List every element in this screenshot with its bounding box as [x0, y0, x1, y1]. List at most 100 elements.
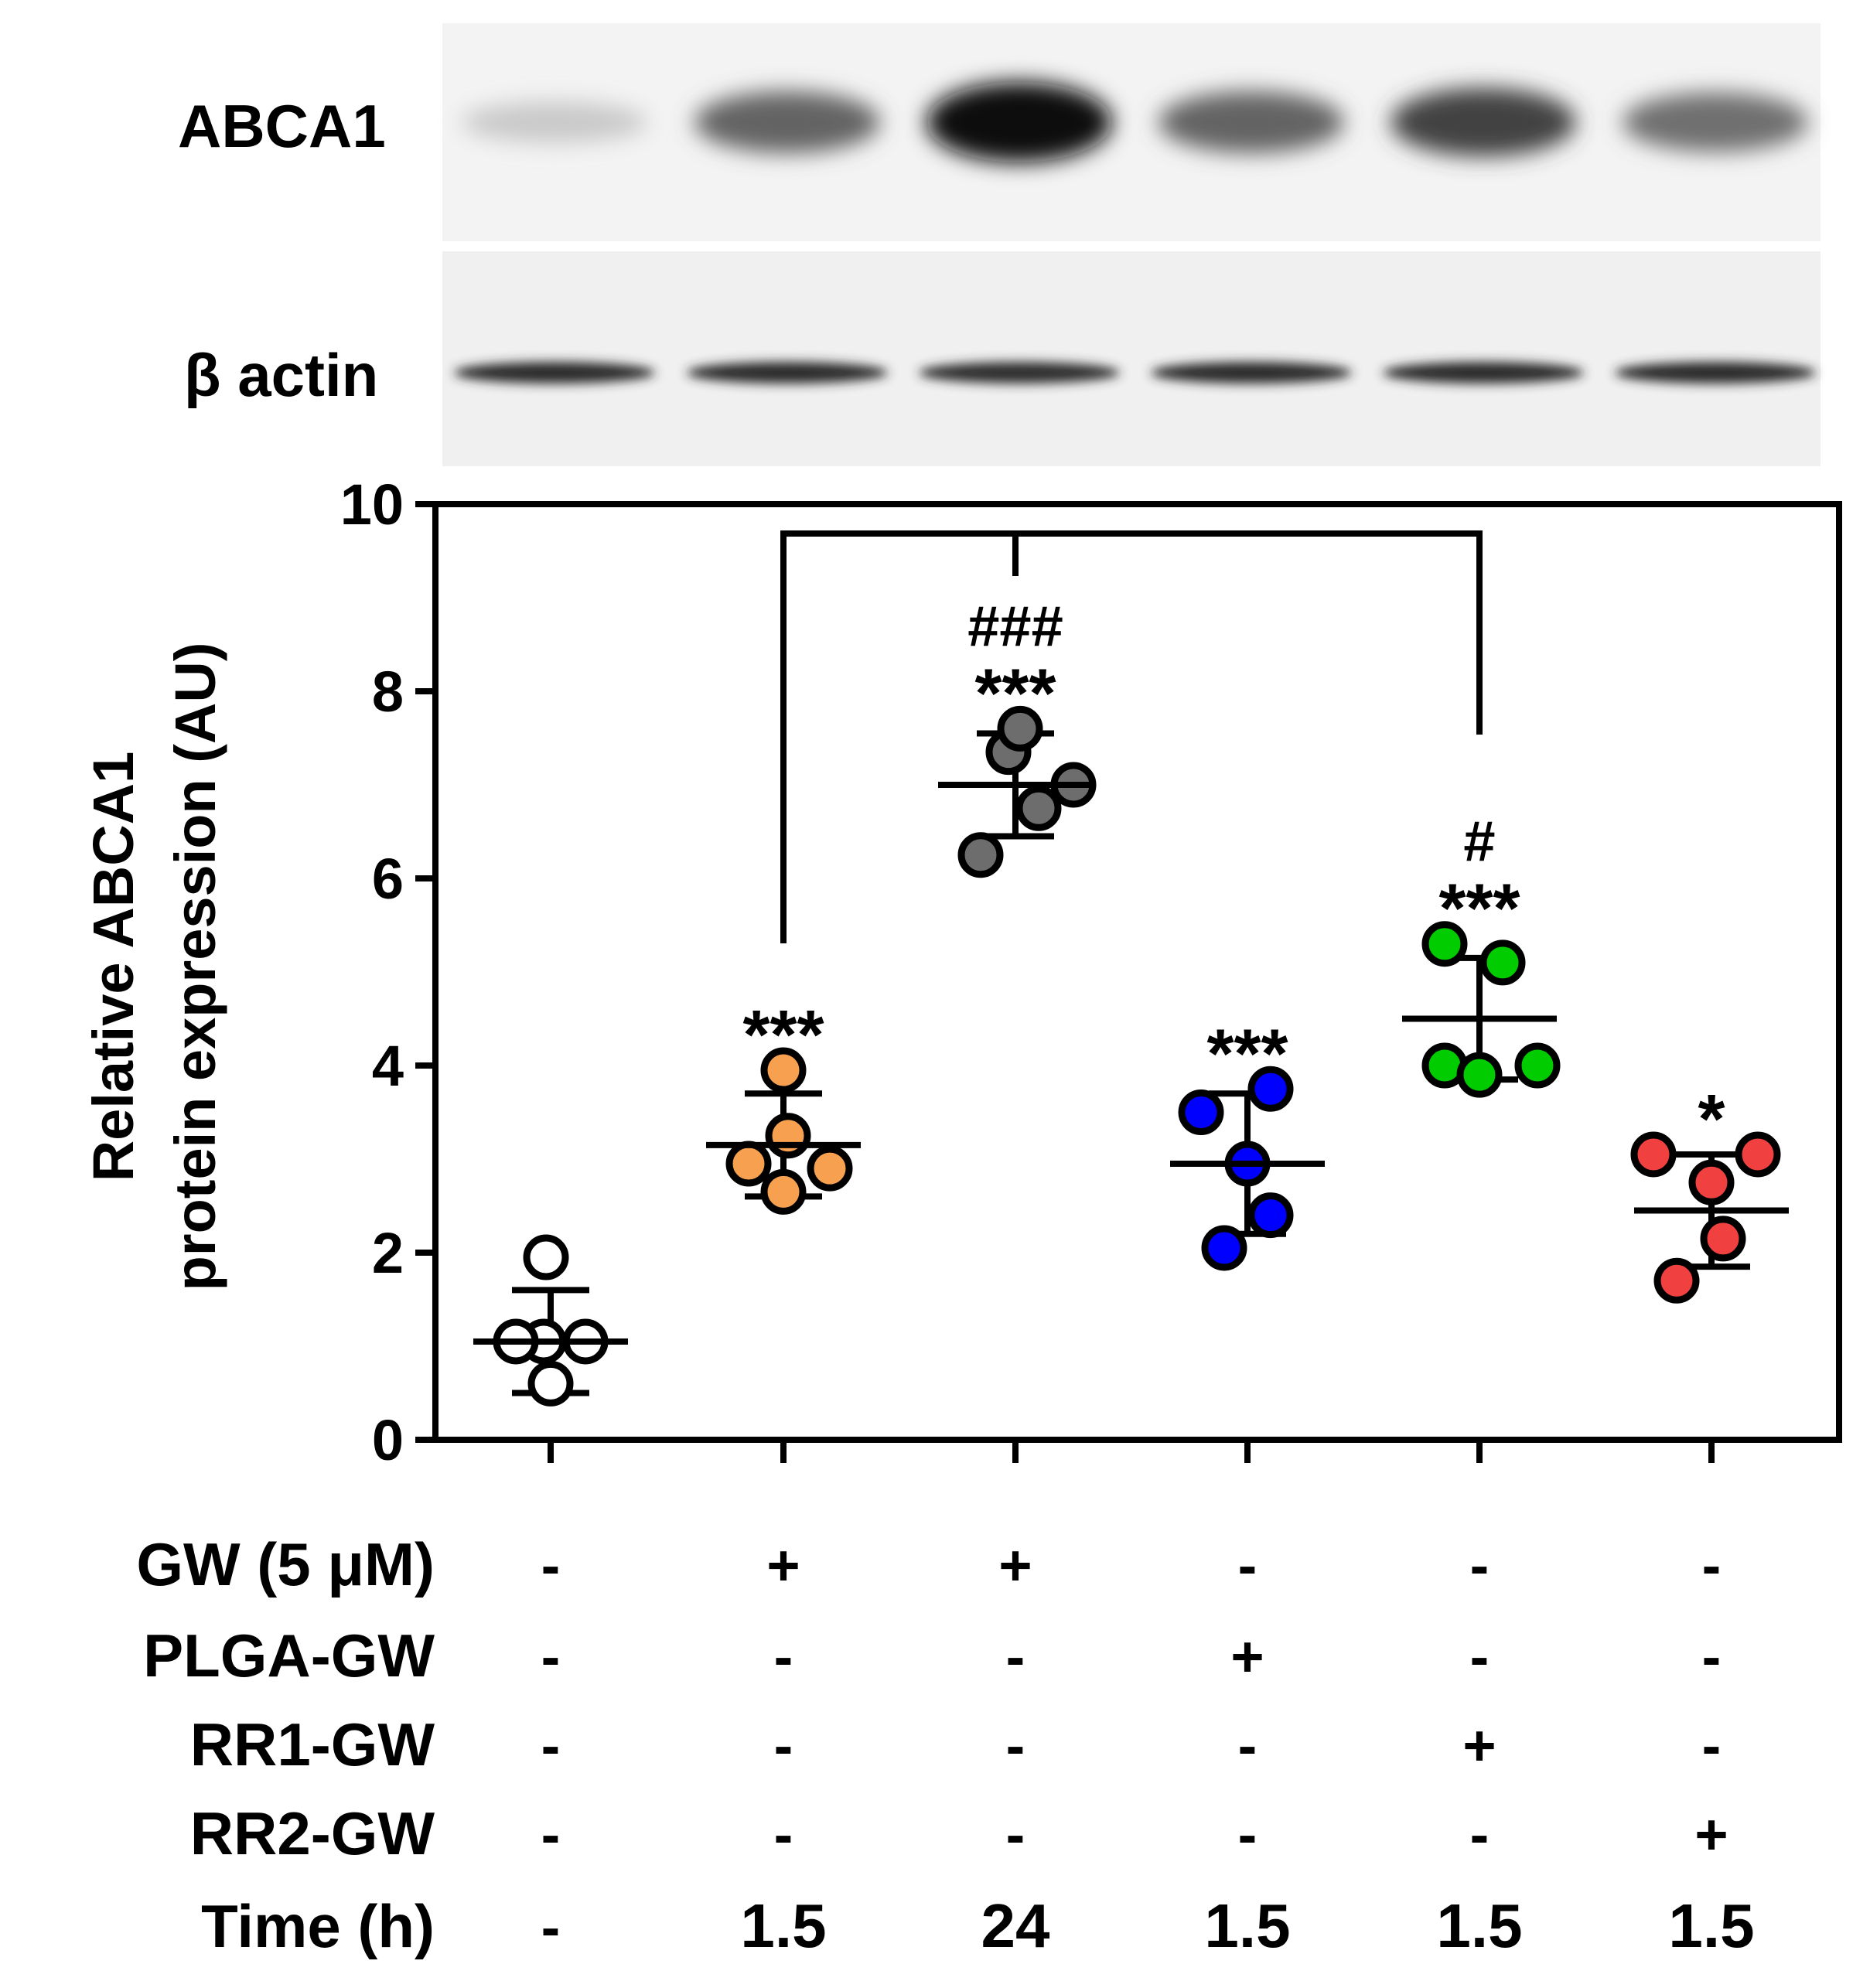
data-point: [1178, 1089, 1224, 1135]
treatment-cell: -: [541, 1533, 561, 1598]
abca1-band: [462, 101, 647, 143]
significance-bracket: [780, 530, 1483, 943]
treatment-cell: -: [541, 1625, 561, 1689]
data-point: [1688, 1159, 1735, 1205]
y-axis-label-line1: Relative ABCA1: [81, 752, 145, 1182]
significance-hash: ###: [967, 594, 1063, 658]
treatment-cell: 24: [981, 1891, 1050, 1960]
treatment-cell: -: [1238, 1533, 1257, 1598]
data-point: [1421, 921, 1468, 967]
treatment-cell: 1.5: [1436, 1891, 1522, 1960]
data-point: [1630, 1131, 1677, 1178]
data-point: [1514, 1042, 1561, 1089]
treatment-cell: -: [1470, 1625, 1490, 1689]
beta-actin-label: β actin: [184, 341, 379, 409]
y-axis-label-line2: protein expression (AU): [163, 643, 227, 1291]
treatment-cell: -: [541, 1713, 561, 1778]
y-tick-label: 2: [372, 1221, 404, 1285]
treatment-cell: -: [1006, 1802, 1025, 1867]
data-point: [760, 1047, 807, 1093]
treatment-table: GW (5 μM) - + + - - - PLGA-GW - - - + - - RR1-GW - - - - + -…: [136, 1530, 1754, 1960]
treatment-cell: -: [1470, 1533, 1490, 1598]
data-point: [1653, 1257, 1700, 1304]
y-axis-ticks: 0 2 4 6 8 10: [340, 472, 435, 1472]
abca1-band: [1391, 87, 1576, 157]
abca1-band: [1159, 91, 1344, 153]
treatment-cell: -: [774, 1625, 793, 1689]
treatment-cell: +: [1230, 1625, 1264, 1689]
data-point: [957, 832, 1004, 878]
abca1-blot-panel: [442, 23, 1821, 241]
treatment-row-label: RR1-GW: [190, 1710, 435, 1778]
significance-stars: ***: [742, 997, 824, 1074]
treatment-cell: -: [1006, 1625, 1025, 1689]
treatment-row-label: Time (h): [201, 1892, 435, 1960]
treatment-cell: +: [766, 1533, 800, 1598]
western-blot: [442, 23, 1821, 466]
treatment-cell: -: [1702, 1625, 1722, 1689]
data-group: ***#: [1402, 810, 1561, 1098]
treatment-cell: -: [541, 1802, 561, 1867]
bracket-line: [780, 530, 1483, 943]
abca1-label: ABCA1: [178, 92, 386, 160]
data-point: [1456, 1052, 1503, 1098]
plot-frame: [432, 501, 1842, 1443]
treatment-cell: +: [1462, 1713, 1496, 1778]
abca1-band: [1623, 92, 1808, 152]
treatment-cell: -: [1702, 1533, 1722, 1598]
data-group: ***: [1170, 1015, 1325, 1271]
treatment-cell: -: [1238, 1802, 1257, 1867]
data-point: [1201, 1225, 1247, 1271]
data-point: [765, 1113, 811, 1159]
actin-band: [919, 362, 1120, 384]
data-point: [725, 1141, 772, 1187]
y-tick-label: 4: [372, 1034, 404, 1098]
treatment-cell: +: [998, 1533, 1032, 1598]
significance-stars: ***: [974, 655, 1056, 732]
y-tick-label: 8: [372, 660, 404, 724]
treatment-cell: -: [541, 1895, 561, 1959]
treatment-cell: 1.5: [1668, 1891, 1754, 1960]
actin-blot-panel: [442, 251, 1821, 466]
treatment-cell: 1.5: [1204, 1891, 1290, 1960]
data-group: [473, 1234, 628, 1407]
significance-hash: #: [1463, 810, 1495, 874]
data-point: [807, 1145, 853, 1192]
treatment-row-label: GW (5 μM): [136, 1530, 435, 1598]
actin-band: [687, 362, 888, 384]
data-point: [1735, 1131, 1781, 1178]
data-group: ***###: [938, 594, 1097, 878]
data-group: *: [1630, 1081, 1789, 1304]
significance-stars: ***: [1206, 1015, 1288, 1093]
abca1-band: [694, 91, 880, 153]
treatment-cell: -: [774, 1713, 793, 1778]
abca1-bands: [462, 82, 1808, 162]
data-point: [1247, 1066, 1294, 1112]
actin-band: [1615, 362, 1816, 384]
treatment-cell: -: [774, 1802, 793, 1867]
data-point: [1479, 939, 1526, 986]
abca1-band: [926, 82, 1112, 162]
actin-band: [1383, 362, 1584, 384]
y-tick-label: 10: [340, 472, 404, 537]
data-group: ***: [706, 997, 861, 1215]
treatment-row-label: PLGA-GW: [143, 1621, 435, 1690]
data-point: [527, 1360, 574, 1407]
treatment-cell: -: [1702, 1713, 1722, 1778]
significance-stars: ***: [1438, 871, 1520, 948]
x-axis-ticks: [548, 1440, 1715, 1463]
y-tick-label: 6: [372, 847, 404, 911]
actin-band: [454, 362, 655, 384]
treatment-cell: +: [1694, 1802, 1728, 1867]
actin-band: [1151, 362, 1352, 384]
treatment-row-label: RR2-GW: [190, 1799, 435, 1867]
data-point: [997, 705, 1043, 752]
treatment-cell: -: [1006, 1713, 1025, 1778]
data-point: [760, 1168, 807, 1215]
data-groups: ******###******#*: [473, 594, 1789, 1407]
treatment-cell: -: [1470, 1802, 1490, 1867]
data-point: [1015, 785, 1062, 831]
data-point: [1700, 1216, 1746, 1262]
